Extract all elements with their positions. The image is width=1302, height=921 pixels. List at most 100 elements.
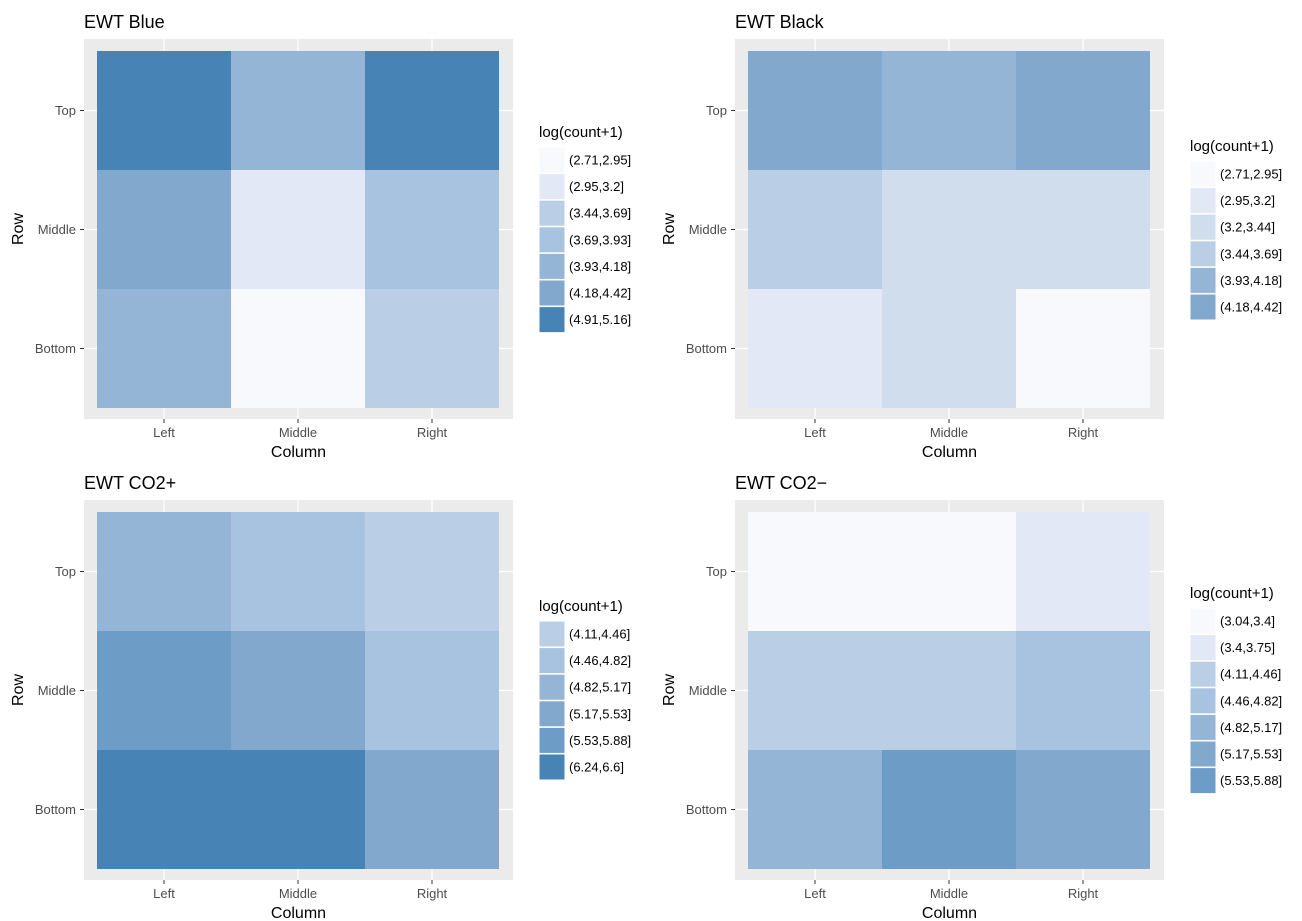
legend-label: (2.95,3.2] xyxy=(1220,193,1275,208)
heatmap-tile xyxy=(231,170,365,289)
y-tick-label: Bottom xyxy=(686,802,727,817)
y-tick-label: Top xyxy=(55,564,76,579)
heatmap-tile xyxy=(97,51,231,170)
legend-label: (4.46,4.82] xyxy=(1220,693,1282,708)
x-tick-label: Left xyxy=(153,425,175,440)
y-axis-title: Row xyxy=(661,674,678,706)
legend: log(count+1) (2.71,2.95] (2.95,3.2] (3.44,3… xyxy=(538,124,631,334)
heatmap-tile xyxy=(365,750,499,869)
y-axis-title: Row xyxy=(10,213,27,245)
x-axis-title: Column xyxy=(271,444,326,460)
legend-label: (4.46,4.82] xyxy=(569,653,631,668)
heatmap-tile xyxy=(1016,631,1150,750)
x-tick-label: Right xyxy=(1068,425,1099,440)
heatmap-tile xyxy=(748,750,882,869)
heatmap-tile xyxy=(97,170,231,289)
heatmap-panel: EWT Blue Left Middle Right Bottom Middle Top Co… xyxy=(10,12,631,460)
legend-label: (4.91,5.16] xyxy=(569,312,631,327)
y-tick-label: Bottom xyxy=(35,802,76,817)
heatmap-panel: EWT Black Left Middle Right Bottom Middle Top C… xyxy=(661,12,1282,460)
x-tick-label: Right xyxy=(1068,886,1099,901)
chart-title: EWT Black xyxy=(735,12,825,32)
legend-swatch xyxy=(1189,160,1217,188)
x-axis-title: Column xyxy=(271,905,326,921)
heatmap-tile xyxy=(97,289,231,408)
legend-label: (3.69,3.93] xyxy=(569,232,631,247)
legend-title: log(count+1) xyxy=(539,124,623,141)
y-tick-label: Top xyxy=(55,103,76,118)
y-axis-title: Row xyxy=(661,213,678,245)
legend-swatch xyxy=(538,199,566,227)
y-tick-label: Middle xyxy=(38,222,76,237)
x-tick-label: Right xyxy=(417,886,448,901)
heatmap-tile xyxy=(882,750,1016,869)
heatmap-tile xyxy=(748,631,882,750)
legend-label: (2.95,3.2] xyxy=(569,179,624,194)
legend-label: (4.11,4.46] xyxy=(569,627,630,642)
heatmap-tile xyxy=(365,289,499,408)
legend-swatch xyxy=(538,673,566,701)
heatmap-tile xyxy=(365,51,499,170)
legend-swatch xyxy=(1189,607,1217,635)
heatmap-tile xyxy=(748,170,882,289)
legend-label: (5.17,5.53] xyxy=(1220,747,1282,762)
x-tick-label: Middle xyxy=(930,425,968,440)
heatmap-tile xyxy=(365,170,499,289)
legend-label: (2.71,2.95] xyxy=(1220,167,1282,182)
legend-label: (3.93,4.18] xyxy=(569,259,631,274)
legend-swatch xyxy=(538,146,566,174)
heatmap-tile xyxy=(97,512,231,631)
legend-label: (4.82,5.17] xyxy=(569,680,631,695)
chart-title: EWT Blue xyxy=(84,12,165,32)
y-tick-label: Middle xyxy=(38,683,76,698)
legend-swatch xyxy=(538,226,566,254)
legend: log(count+1) (4.11,4.46] (4.46,4.82] (4.82,… xyxy=(538,598,631,781)
legend-swatch xyxy=(1189,767,1217,795)
legend-label: (5.53,5.88] xyxy=(569,733,631,748)
legend-label: (4.18,4.42] xyxy=(1220,300,1282,315)
heatmap-tile xyxy=(1016,289,1150,408)
legend: log(count+1) (2.71,2.95] (2.95,3.2] (3.2,3.… xyxy=(1189,138,1282,321)
heatmap-tile xyxy=(97,631,231,750)
y-tick-label: Top xyxy=(706,103,727,118)
chart-title: EWT CO2− xyxy=(735,473,827,493)
heatmap-tile xyxy=(748,289,882,408)
heatmap-tile xyxy=(882,289,1016,408)
legend-label: (3.44,3.69] xyxy=(569,206,631,221)
legend-label: (6.24,6.6] xyxy=(569,760,624,775)
legend-swatch xyxy=(538,620,566,648)
heatmap-tile xyxy=(882,631,1016,750)
heatmap-tile xyxy=(97,750,231,869)
x-tick-label: Left xyxy=(804,886,826,901)
y-tick-label: Top xyxy=(706,564,727,579)
legend-swatch xyxy=(1189,213,1217,241)
x-axis-title: Column xyxy=(922,905,977,921)
x-tick-label: Middle xyxy=(930,886,968,901)
legend-swatch xyxy=(538,726,566,754)
legend-title: log(count+1) xyxy=(1190,138,1274,155)
legend-title: log(count+1) xyxy=(1190,585,1274,602)
y-axis-title: Row xyxy=(10,674,27,706)
legend-label: (5.53,5.88] xyxy=(1220,773,1282,788)
legend-swatch xyxy=(538,279,566,307)
y-tick-label: Middle xyxy=(689,683,727,698)
heatmap-tile xyxy=(231,750,365,869)
legend-label: (3.93,4.18] xyxy=(1220,273,1282,288)
legend-label: (3.44,3.69] xyxy=(1220,246,1282,261)
legend-swatch xyxy=(1189,713,1217,741)
legend-swatch xyxy=(1189,687,1217,715)
legend-label: (3.2,3.44] xyxy=(1220,220,1275,235)
heatmap-tile xyxy=(231,631,365,750)
legend-swatch xyxy=(1189,634,1217,662)
legend-swatch xyxy=(1189,187,1217,215)
legend-label: (3.04,3.4] xyxy=(1220,614,1275,629)
heatmap-tile xyxy=(882,51,1016,170)
legend-swatch xyxy=(1189,266,1217,294)
y-tick-label: Middle xyxy=(689,222,727,237)
legend-swatch xyxy=(538,306,566,334)
legend-title: log(count+1) xyxy=(539,598,623,615)
legend-label: (4.11,4.46] xyxy=(1220,667,1281,682)
x-axis-title: Column xyxy=(922,444,977,460)
legend-label: (4.18,4.42] xyxy=(569,286,631,301)
legend-swatch xyxy=(538,700,566,728)
